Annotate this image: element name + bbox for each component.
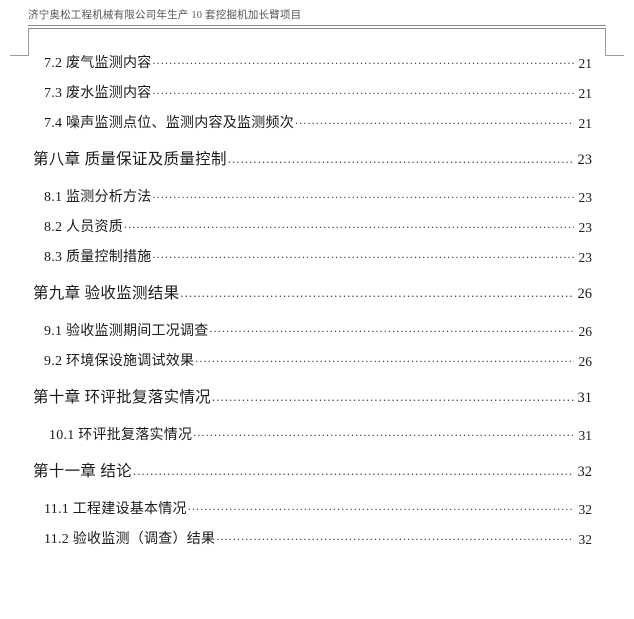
toc-entry-page-number: 26 bbox=[577, 286, 593, 302]
toc-entry-label: 7.3 废水监测内容 bbox=[44, 85, 152, 101]
toc-entry[interactable]: 8.2 人员资质 23 bbox=[0, 212, 634, 242]
toc-entry-page-number: 32 bbox=[578, 531, 593, 547]
toc-entry[interactable]: 9.1 验收监测期间工况调查 26 bbox=[0, 316, 634, 346]
toc-entry-page-number: 26 bbox=[578, 323, 593, 339]
toc-entry[interactable]: 第十一章 结论 32 bbox=[0, 450, 634, 494]
content-frame-top-rule bbox=[28, 28, 606, 29]
toc-leader-dots bbox=[153, 250, 575, 264]
toc-entry-label: 11.1 工程建设基本情况 bbox=[44, 501, 187, 517]
toc-leader-dots bbox=[153, 56, 575, 70]
table-of-contents: 7.2 废气监测内容217.3 废水监测内容217.4 噪声监测点位、监测内容及… bbox=[0, 48, 634, 554]
toc-leader-dots bbox=[216, 532, 574, 546]
toc-entry-page-number: 21 bbox=[578, 85, 593, 101]
toc-entry[interactable]: 7.4 噪声监测点位、监测内容及监测频次 21 bbox=[0, 108, 634, 138]
margin-mark-vertical-segment bbox=[605, 28, 606, 56]
toc-entry-label: 10.1 环评批复落实情况 bbox=[49, 427, 193, 443]
toc-entry[interactable]: 10.1 环评批复落实情况 31 bbox=[0, 420, 634, 450]
toc-leader-dots bbox=[124, 220, 574, 234]
toc-entry[interactable]: 11.1 工程建设基本情况 32 bbox=[0, 494, 634, 524]
toc-entry-label: 9.1 验收监测期间工况调查 bbox=[44, 323, 209, 339]
toc-entry-label: 9.2 环境保设施调试效果 bbox=[44, 353, 195, 369]
toc-entry[interactable]: 7.3 废水监测内容 21 bbox=[0, 78, 634, 108]
margin-mark-horizontal-segment bbox=[605, 55, 624, 56]
toc-entry-page-number: 23 bbox=[578, 189, 593, 205]
toc-leader-dots bbox=[295, 116, 574, 130]
toc-leader-dots bbox=[133, 463, 574, 480]
toc-entry-label: 7.4 噪声监测点位、监测内容及监测频次 bbox=[44, 115, 294, 131]
toc-entry-page-number: 23 bbox=[578, 219, 593, 235]
toc-entry-page-number: 23 bbox=[578, 249, 593, 265]
toc-leader-dots bbox=[210, 324, 575, 338]
toc-entry[interactable]: 第八章 质量保证及质量控制 23 bbox=[0, 138, 634, 182]
toc-entry-label: 第八章 质量保证及质量控制 bbox=[33, 151, 227, 168]
toc-entry-label: 8.1 监测分析方法 bbox=[44, 189, 152, 205]
margin-mark-horizontal-segment bbox=[10, 55, 29, 56]
toc-entry[interactable]: 7.2 废气监测内容 21 bbox=[0, 48, 634, 78]
margin-mark-top-left bbox=[10, 28, 130, 58]
toc-entry-page-number: 32 bbox=[577, 464, 593, 480]
toc-entry-label: 8.2 人员资质 bbox=[44, 219, 123, 235]
toc-entry-label: 第十一章 结论 bbox=[33, 463, 132, 480]
toc-entry-page-number: 21 bbox=[578, 55, 593, 71]
toc-entry-label: 第九章 验收监测结果 bbox=[33, 285, 180, 302]
toc-leader-dots bbox=[193, 428, 574, 442]
toc-entry-label: 第十章 环评批复落实情况 bbox=[33, 389, 211, 406]
toc-entry-page-number: 23 bbox=[577, 152, 593, 168]
toc-leader-dots bbox=[180, 285, 574, 302]
header-divider-rule bbox=[28, 25, 606, 26]
toc-leader-dots bbox=[188, 502, 574, 516]
toc-entry-page-number: 31 bbox=[578, 427, 593, 443]
toc-entry-page-number: 31 bbox=[577, 390, 593, 406]
margin-mark-vertical-segment bbox=[28, 28, 29, 56]
toc-entry[interactable]: 8.3 质量控制措施 23 bbox=[0, 242, 634, 272]
toc-entry[interactable]: 11.2 验收监测（调查）结果 32 bbox=[0, 524, 634, 554]
running-header-title: 济宁奥松工程机械有限公司年生产 10 套挖掘机加长臂项目 bbox=[28, 10, 302, 21]
toc-entry-page-number: 21 bbox=[578, 115, 593, 131]
toc-entry-page-number: 26 bbox=[578, 353, 593, 369]
toc-entry-label: 8.3 质量控制措施 bbox=[44, 249, 152, 265]
toc-entry[interactable]: 第十章 环评批复落实情况 31 bbox=[0, 376, 634, 420]
toc-leader-dots bbox=[153, 86, 575, 100]
toc-entry[interactable]: 9.2 环境保设施调试效果 26 bbox=[0, 346, 634, 376]
toc-entry-label: 11.2 验收监测（调查）结果 bbox=[44, 531, 216, 547]
toc-leader-dots bbox=[228, 151, 574, 168]
toc-entry[interactable]: 第九章 验收监测结果 26 bbox=[0, 272, 634, 316]
toc-leader-dots bbox=[212, 389, 574, 406]
toc-leader-dots bbox=[195, 354, 574, 368]
page-header: 济宁奥松工程机械有限公司年生产 10 套挖掘机加长臂项目 bbox=[0, 0, 634, 30]
toc-entry-page-number: 32 bbox=[578, 501, 593, 517]
toc-entry[interactable]: 8.1 监测分析方法 23 bbox=[0, 182, 634, 212]
toc-entry-label: 7.2 废气监测内容 bbox=[44, 55, 152, 71]
margin-mark-top-right bbox=[504, 28, 624, 58]
toc-leader-dots bbox=[153, 190, 575, 204]
